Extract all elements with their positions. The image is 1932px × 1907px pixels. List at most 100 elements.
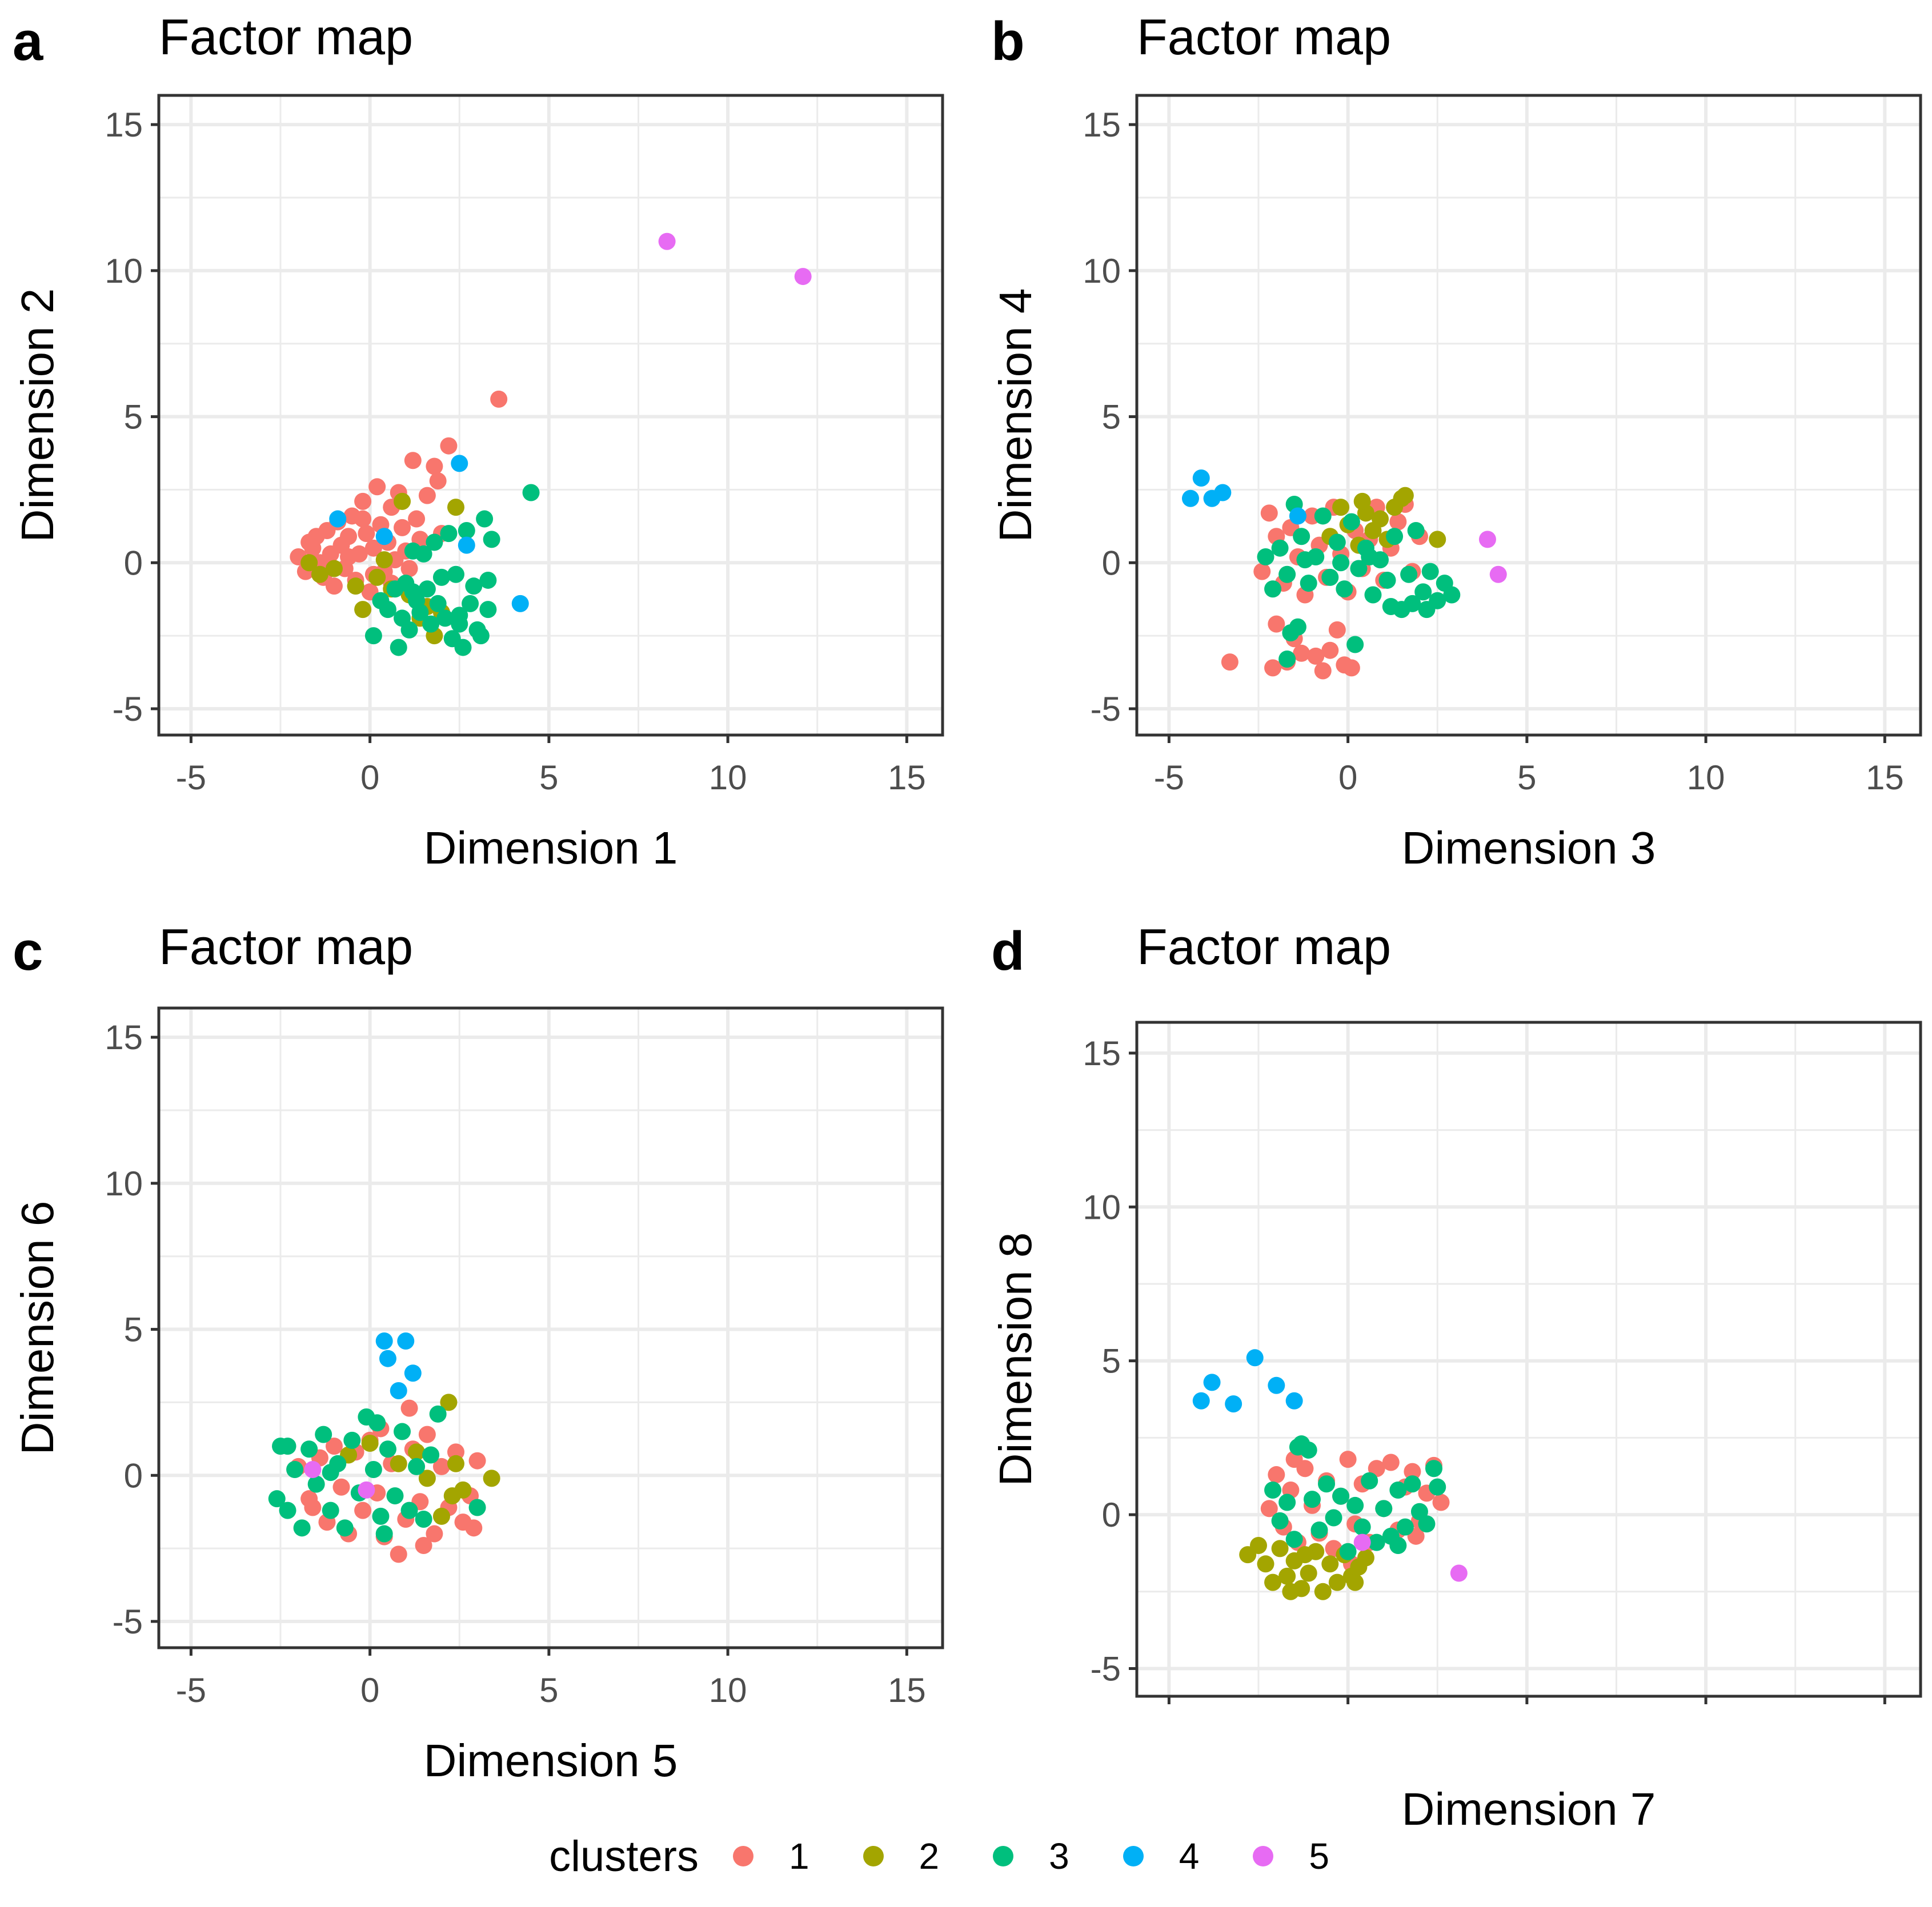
point-cluster-3	[1293, 528, 1310, 545]
y-tick-label: 0	[124, 1456, 143, 1495]
y-tick-label: -5	[113, 690, 143, 728]
point-cluster-3	[286, 1461, 304, 1479]
point-cluster-4	[1246, 1349, 1264, 1367]
point-cluster-1	[1264, 659, 1282, 677]
point-cluster-2	[447, 1455, 464, 1472]
point-cluster-1	[1382, 1454, 1400, 1471]
panel-title: Factor map	[159, 9, 413, 65]
point-cluster-2	[408, 1443, 426, 1461]
point-cluster-3	[1310, 1521, 1328, 1539]
point-cluster-3	[476, 510, 494, 528]
point-cluster-1	[426, 457, 443, 475]
point-cluster-3	[1271, 539, 1289, 557]
point-cluster-4	[375, 1332, 393, 1350]
point-cluster-1	[404, 452, 422, 469]
point-cluster-3	[436, 609, 454, 627]
point-cluster-1	[354, 492, 372, 510]
point-cluster-3	[379, 1440, 396, 1458]
point-cluster-2	[1278, 1567, 1296, 1585]
legend-swatch-4	[1123, 1846, 1144, 1866]
panel-letter: a	[13, 11, 43, 72]
panel-frame	[157, 1006, 944, 1649]
point-cluster-3	[1296, 551, 1314, 569]
point-cluster-1	[332, 1478, 350, 1496]
panel-frame	[157, 94, 944, 737]
point-cluster-3	[379, 601, 396, 619]
panel-letter: d	[991, 921, 1025, 982]
panel-d: -5 0 5 10 15 Dimension 7 Dimension 8 d Factor ma…	[990, 918, 1922, 1834]
point-cluster-2	[1332, 499, 1350, 516]
point-cluster-4	[511, 595, 529, 612]
point-cluster-3	[1400, 565, 1418, 583]
y-tick-label: 5	[124, 398, 143, 436]
point-cluster-3	[368, 1414, 386, 1432]
legend-item-4: 4	[1123, 1835, 1228, 1877]
point-cluster-1	[1307, 647, 1325, 665]
legend-swatch-2	[863, 1846, 884, 1866]
point-cluster-3	[307, 1475, 325, 1493]
y-axis-label: Dimension 2	[12, 288, 63, 543]
point-cluster-3	[1389, 1481, 1407, 1499]
y-tick-label: 10	[1083, 252, 1121, 290]
point-cluster-3	[279, 1501, 296, 1519]
point-cluster-5	[1353, 1533, 1371, 1551]
point-cluster-2	[311, 565, 328, 583]
panel-letter: b	[991, 11, 1025, 72]
point-cluster-3	[1300, 575, 1317, 592]
point-cluster-1	[1314, 662, 1332, 680]
legend-item-2: 2	[863, 1835, 968, 1877]
point-cluster-4	[1214, 484, 1232, 501]
point-cluster-2	[418, 1470, 436, 1487]
point-cluster-3	[1289, 618, 1306, 636]
point-cluster-1	[408, 510, 426, 528]
point-cluster-3	[415, 1510, 432, 1528]
point-cluster-2	[1271, 1540, 1289, 1557]
point-cluster-3	[458, 522, 475, 540]
legend-swatch-1	[732, 1846, 753, 1866]
y-tick-label: 10	[105, 252, 143, 290]
legend-label-1: 1	[788, 1836, 809, 1877]
point-cluster-4	[1192, 469, 1210, 487]
point-cluster-1	[1268, 615, 1285, 633]
point-cluster-1	[1293, 644, 1310, 662]
point-cluster-4	[390, 1382, 407, 1399]
point-cluster-3	[322, 1464, 339, 1482]
x-tick-label: 0	[360, 1671, 379, 1709]
point-cluster-1	[1260, 504, 1278, 522]
legend-label-4: 4	[1179, 1836, 1200, 1877]
point-cluster-3	[343, 1431, 361, 1449]
point-cluster-5	[658, 232, 676, 250]
point-cluster-4	[379, 1350, 396, 1367]
point-cluster-3	[483, 531, 500, 548]
point-cluster-2	[432, 1507, 450, 1525]
point-cluster-2	[354, 601, 372, 619]
point-cluster-1	[1404, 1463, 1421, 1480]
point-cluster-1	[354, 1501, 372, 1519]
x-axis-label: Dimension 5	[424, 1735, 678, 1786]
x-tick-label: 10	[709, 758, 747, 797]
x-tick-label: 10	[709, 1671, 747, 1709]
point-cluster-3	[1328, 533, 1346, 551]
point-cluster-1	[390, 1545, 407, 1563]
point-cluster-3	[1303, 1491, 1321, 1508]
point-cluster-4	[451, 455, 468, 472]
point-cluster-4	[1192, 1392, 1210, 1410]
y-axis-label: Dimension 6	[12, 1201, 63, 1455]
y-axis-label: Dimension 8	[990, 1232, 1041, 1487]
point-cluster-4	[1181, 489, 1199, 507]
legend-item-1: 1	[732, 1835, 838, 1877]
point-cluster-3	[1421, 563, 1439, 580]
point-cluster-3	[1425, 1460, 1442, 1478]
point-cluster-3	[447, 565, 464, 583]
point-cluster-1	[340, 548, 358, 566]
x-tick-label: 5	[539, 1671, 558, 1709]
point-cluster-5	[1489, 565, 1507, 583]
point-cluster-3	[268, 1490, 286, 1508]
point-cluster-3	[454, 639, 472, 656]
point-cluster-1	[418, 1426, 436, 1443]
legend-item-3: 3	[993, 1835, 1098, 1877]
y-tick-label: -5	[1091, 1650, 1121, 1688]
point-cluster-2	[1396, 487, 1414, 504]
point-cluster-2	[1296, 1546, 1314, 1564]
legend-label-3: 3	[1049, 1836, 1069, 1877]
